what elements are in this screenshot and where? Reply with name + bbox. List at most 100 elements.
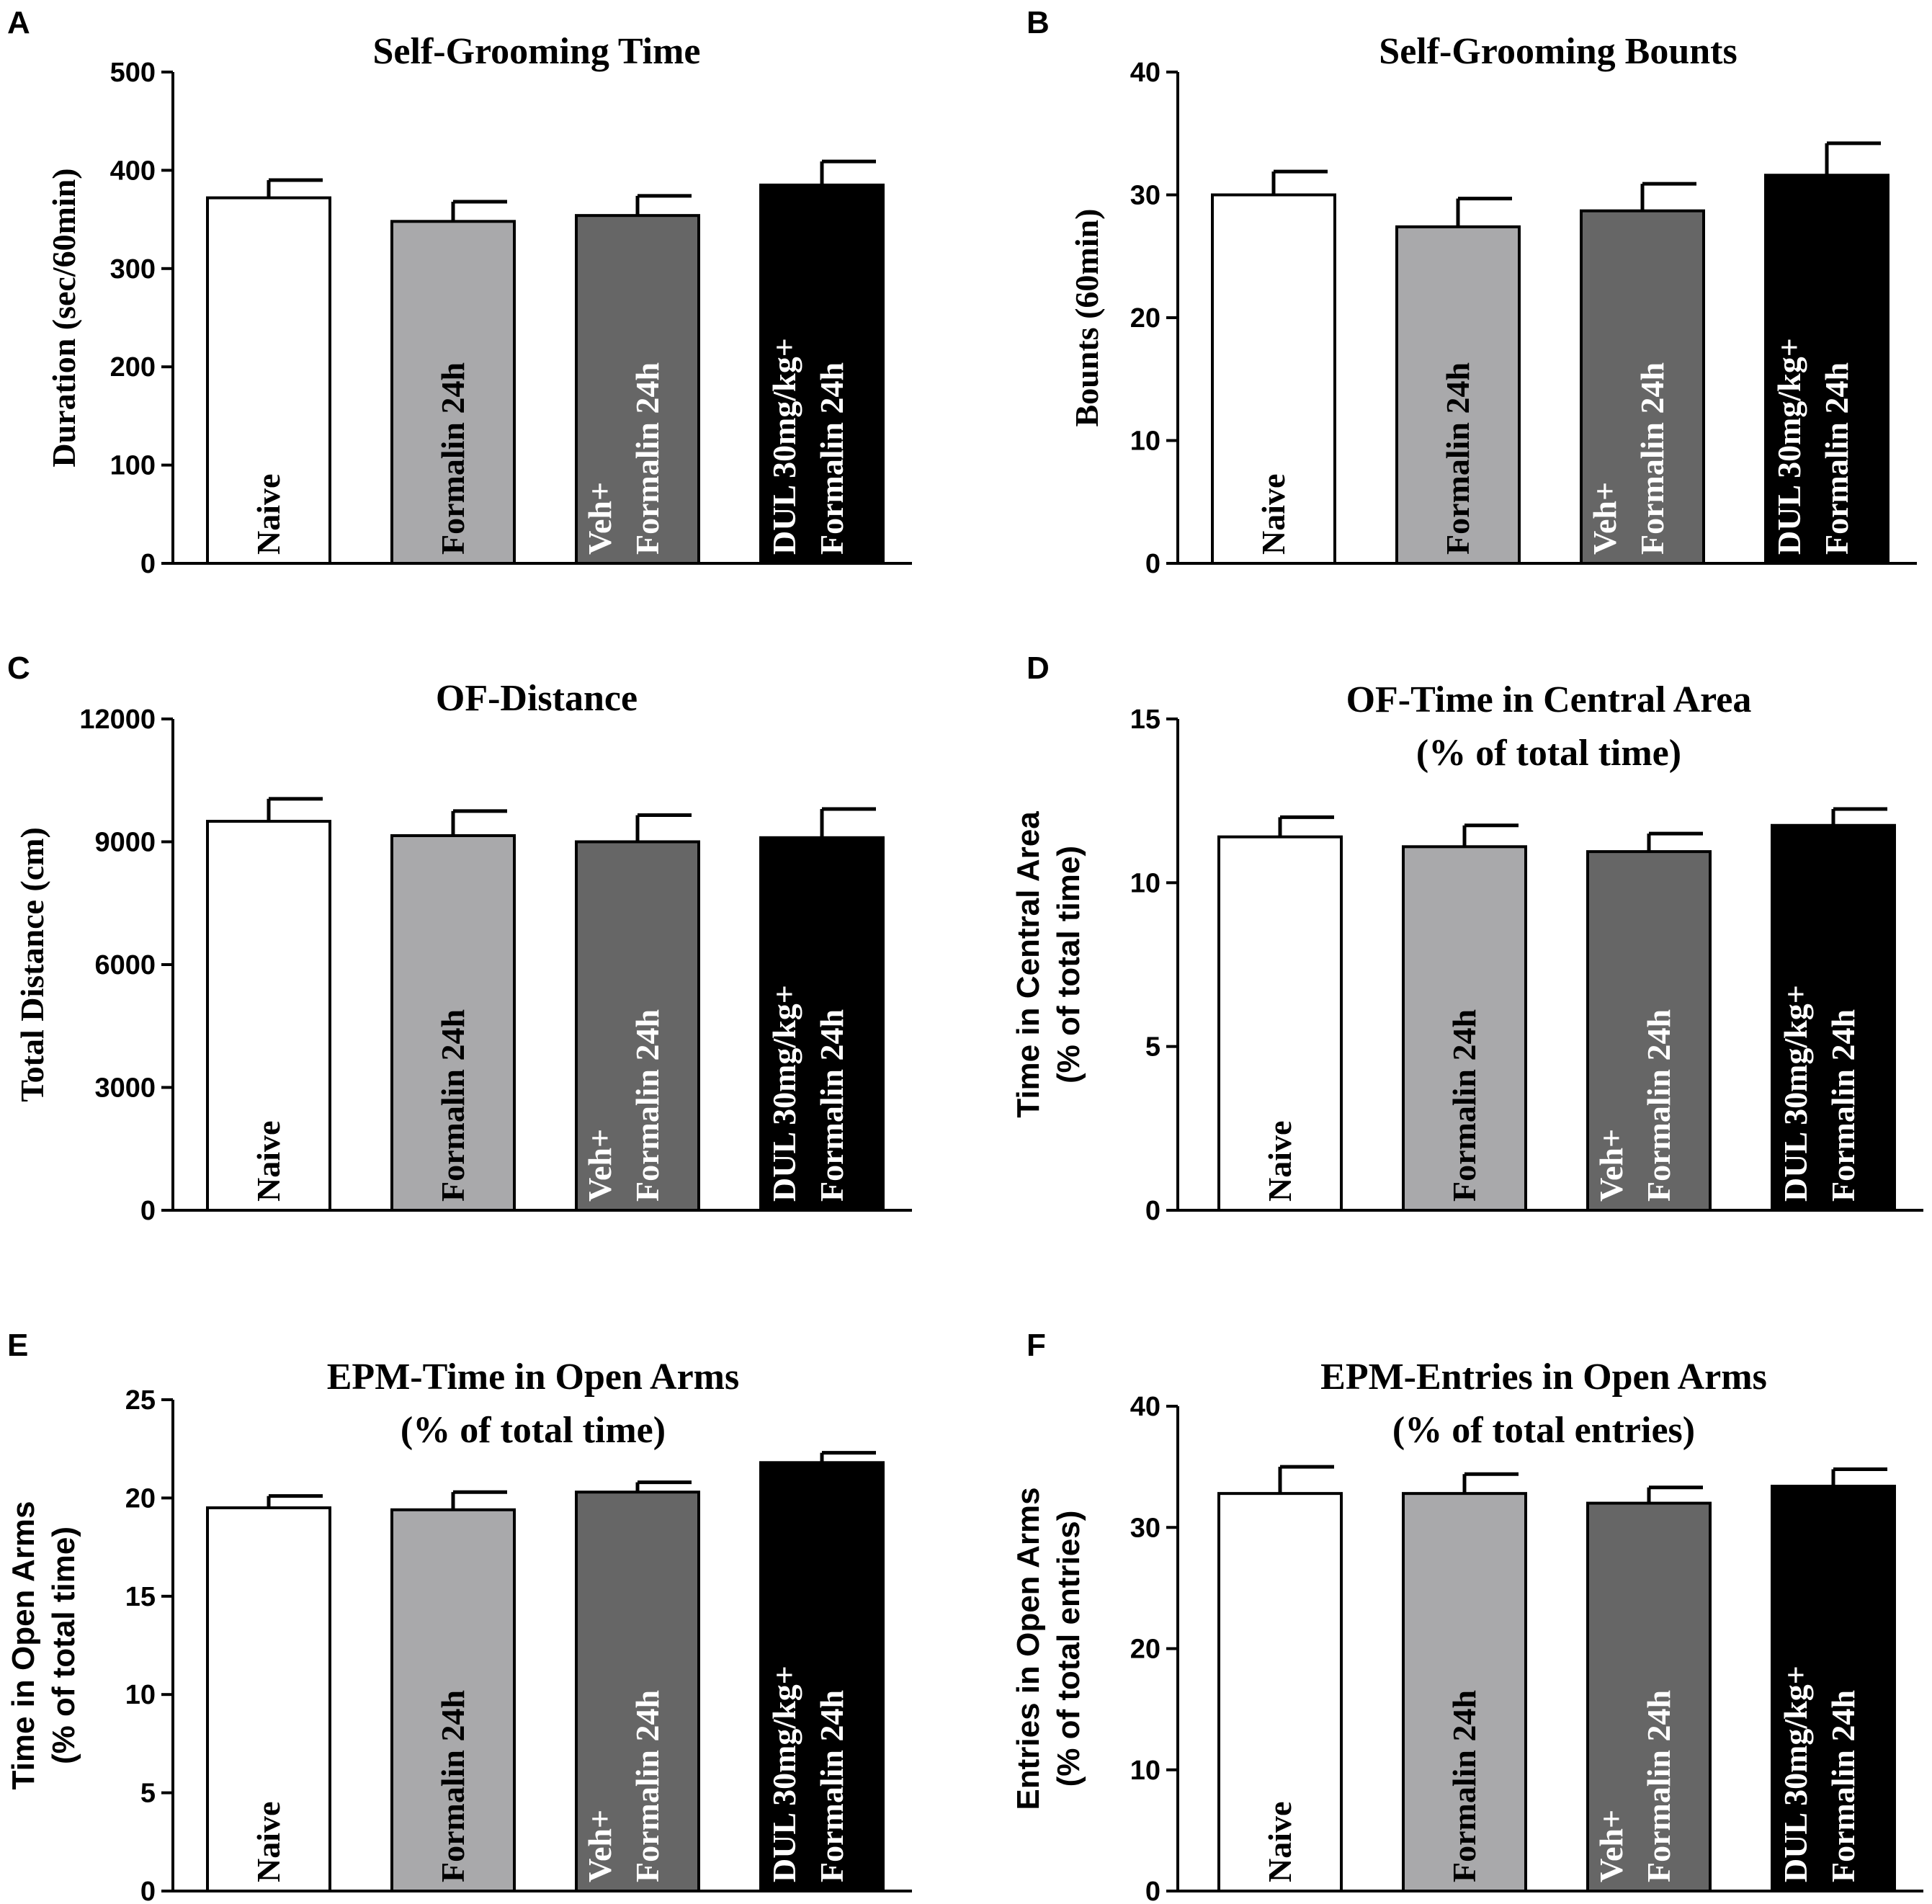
bar [1771, 1485, 1896, 1892]
y-tick-label: 0 [140, 1196, 156, 1226]
bar [1211, 193, 1336, 565]
bar [1586, 1501, 1712, 1893]
panel-letter: A [7, 5, 30, 40]
y-tick-label: 20 [125, 1483, 156, 1514]
y-tick-label: 500 [110, 58, 156, 88]
y-tick-label: 30 [1130, 1513, 1160, 1543]
y-tick-label: 5 [1145, 1032, 1160, 1063]
bar [390, 1508, 516, 1893]
bar [1402, 845, 1527, 1212]
bar-category-label: Formalin 24h [629, 1009, 666, 1202]
bar-category-label: Formalin 24h [629, 362, 666, 555]
bar-category-label: Formalin 24h [434, 1690, 471, 1882]
chart-title: (% of total time) [1416, 733, 1681, 774]
bar-category-label: Naive [1261, 1802, 1298, 1882]
bar-category-label: Veh+ [581, 1129, 618, 1202]
bar-category-label: DUL 30mg/kg+ [1777, 985, 1814, 1202]
panel-letter: B [1027, 5, 1050, 40]
chart-title: Self-Grooming Bounts [1379, 31, 1737, 72]
y-tick-label: 20 [1130, 303, 1160, 334]
chart-title: Self-Grooming Time [373, 31, 701, 72]
chart-title: OF-Time in Central Area [1346, 679, 1752, 720]
y-axis-label: (% of total time) [46, 1527, 81, 1764]
y-axis-label: Duration (sec/60min) [45, 168, 82, 467]
bar-category-label: Formalin 24h [1439, 362, 1476, 555]
bar [759, 836, 885, 1212]
y-axis-label: Time in Open Arms [6, 1501, 41, 1790]
bar-category-label: Formalin 24h [1446, 1690, 1482, 1882]
bar-category-label: Formalin 24h [813, 1690, 850, 1882]
y-axis-label: Time in Central Area [1011, 811, 1046, 1118]
panel-letter: F [1027, 1328, 1046, 1363]
bar-category-label: Formalin 24h [629, 1690, 666, 1882]
bar-category-label: Veh+ [581, 1810, 618, 1882]
chart-title: (% of total time) [401, 1410, 666, 1451]
y-tick-label: 0 [1145, 1196, 1160, 1226]
bar [390, 833, 516, 1212]
bar-category-label: DUL 30mg/kg+ [766, 1666, 802, 1882]
y-tick-label: 10 [1130, 426, 1160, 457]
bar [575, 214, 700, 565]
y-tick-label: 9000 [94, 828, 156, 858]
y-tick-label: 5 [140, 1779, 156, 1809]
bar-category-label: DUL 30mg/kg+ [766, 338, 802, 555]
y-tick-label: 0 [1145, 1877, 1160, 1904]
bar-category-label: Formalin 24h [1446, 1009, 1482, 1202]
bar [206, 820, 331, 1212]
chart-panel-b: B Self-Grooming Bounts Bounts (60min) 0 10 20… [1027, 5, 1917, 579]
chart-title: (% of total entries) [1392, 1410, 1695, 1451]
bar [759, 1461, 885, 1892]
y-tick-label: 0 [1145, 549, 1160, 579]
bar [1395, 225, 1521, 565]
bar-category-label: Naive [250, 1121, 287, 1202]
y-tick-label: 3000 [94, 1073, 156, 1104]
y-axis-label: Bounts (60min) [1068, 209, 1105, 427]
bar-category-label: Veh+ [1593, 1810, 1629, 1882]
chart-panel-f: F EPM-Entries in Open Arms (% of total ent… [1011, 1328, 1923, 1904]
y-tick-label: 100 [110, 451, 156, 481]
bar-category-label: Formalin 24h [1634, 362, 1671, 555]
bar [1217, 1492, 1343, 1892]
bar-category-label: Formalin 24h [813, 362, 850, 555]
y-axis-label: Total Distance (cm) [14, 827, 50, 1102]
bar [390, 220, 516, 565]
y-axis-label: Entries in Open Arms [1011, 1487, 1046, 1810]
y-tick-label: 15 [1130, 705, 1160, 735]
chart-panel-d: D OF-Time in Central Area (% of total time… [1011, 651, 1923, 1226]
y-tick-label: 300 [110, 254, 156, 285]
panel-letter: C [7, 651, 30, 686]
bar-category-label: Naive [1255, 474, 1292, 555]
bar-category-label: Naive [250, 1802, 287, 1882]
y-tick-label: 10 [125, 1680, 156, 1710]
y-tick-label: 400 [110, 156, 156, 186]
bar-category-label: DUL 30mg/kg+ [1777, 1666, 1814, 1882]
chart-panel-c: C OF-Distance Total Distance (cm) 0 3000 6000… [7, 651, 912, 1226]
bar-category-label: Veh+ [581, 482, 618, 555]
bar-category-label: Formalin 24h [1818, 362, 1855, 555]
bar-category-label: Formalin 24h [1825, 1690, 1861, 1882]
bar-category-label: Veh+ [1593, 1129, 1629, 1202]
bar [1586, 850, 1712, 1212]
y-axis-label: (% of total entries) [1051, 1511, 1086, 1787]
chart-panel-a: A Self-Grooming Time Duration (sec/60min) 0… [7, 5, 912, 579]
bar [1771, 823, 1896, 1212]
bar-category-label: Formalin 24h [1640, 1690, 1677, 1882]
y-tick-label: 20 [1130, 1635, 1160, 1665]
bar [759, 183, 885, 565]
bar-category-label: Formalin 24h [813, 1009, 850, 1202]
bar [1402, 1492, 1527, 1892]
y-tick-label: 40 [1130, 58, 1160, 88]
chart-title: OF-Distance [436, 678, 638, 719]
panel-letter: E [7, 1328, 28, 1363]
y-tick-label: 200 [110, 352, 156, 383]
y-tick-label: 30 [1130, 181, 1160, 211]
y-axis-label: (% of total time) [1051, 846, 1086, 1083]
y-tick-label: 40 [1130, 1392, 1160, 1422]
bar-category-label: DUL 30mg/kg+ [1771, 338, 1807, 555]
y-tick-label: 12000 [79, 705, 156, 735]
bar-category-label: Formalin 24h [434, 1009, 471, 1202]
bar-category-label: Veh+ [1586, 482, 1623, 555]
bar [575, 840, 700, 1212]
